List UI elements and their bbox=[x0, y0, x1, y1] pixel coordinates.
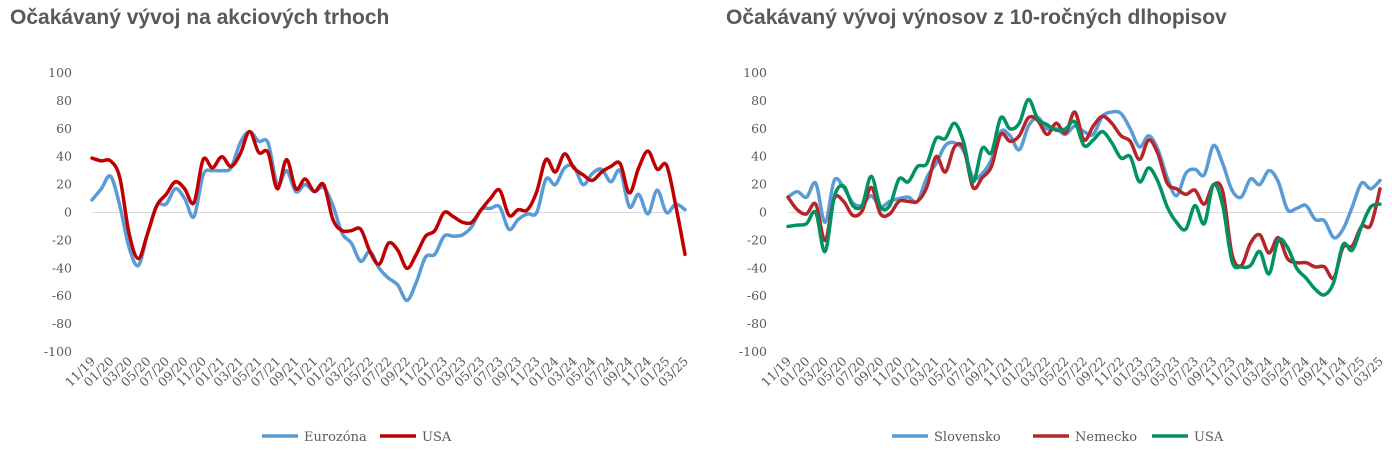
y-tick-label: -100 bbox=[44, 344, 72, 359]
legend-label: Slovensko bbox=[934, 430, 1001, 445]
y-tick-label: -40 bbox=[747, 260, 767, 275]
bond-yield-chart: 100806040200-20-40-60-80-10011/1901/2003… bbox=[739, 65, 1386, 445]
y-tick-label: -80 bbox=[747, 316, 767, 331]
legend-label: USA bbox=[422, 430, 452, 445]
y-tick-label: 60 bbox=[56, 121, 72, 136]
right-chart-title: Očakávaný vývoj výnosov z 10-ročných dlh… bbox=[726, 6, 1227, 29]
y-tick-label: 100 bbox=[48, 65, 72, 80]
y-tick-label: 40 bbox=[56, 149, 72, 164]
series-line-eurozóna bbox=[90, 129, 687, 303]
y-tick-label: 20 bbox=[56, 177, 72, 192]
y-tick-label: 100 bbox=[743, 65, 767, 80]
series-line-nemecko bbox=[786, 110, 1382, 281]
legend-label: Eurozóna bbox=[304, 430, 367, 445]
y-tick-label: -20 bbox=[747, 232, 767, 247]
series-line-usa bbox=[786, 97, 1382, 297]
y-tick-label: 0 bbox=[759, 205, 767, 220]
legend-label: Nemecko bbox=[1075, 430, 1137, 445]
y-tick-label: -60 bbox=[52, 288, 72, 303]
y-tick-label: -100 bbox=[739, 344, 767, 359]
y-tick-label: 40 bbox=[751, 149, 767, 164]
y-tick-label: 80 bbox=[56, 93, 72, 108]
y-tick-label: 20 bbox=[751, 177, 767, 192]
y-tick-label: -60 bbox=[747, 288, 767, 303]
y-tick-label: -80 bbox=[52, 316, 72, 331]
series-line-usa bbox=[90, 129, 687, 271]
y-tick-label: -20 bbox=[52, 232, 72, 247]
y-tick-label: 80 bbox=[751, 93, 767, 108]
left-chart-title: Očakávaný vývoj na akciových trhoch bbox=[10, 6, 390, 29]
legend-label: USA bbox=[1194, 430, 1224, 445]
equity-chart: 100806040200-20-40-60-80-10011/1901/2003… bbox=[44, 65, 691, 445]
y-tick-label: 0 bbox=[64, 205, 72, 220]
y-tick-label: -40 bbox=[52, 260, 72, 275]
series-line-slovensko bbox=[786, 109, 1382, 240]
y-tick-label: 60 bbox=[751, 121, 767, 136]
